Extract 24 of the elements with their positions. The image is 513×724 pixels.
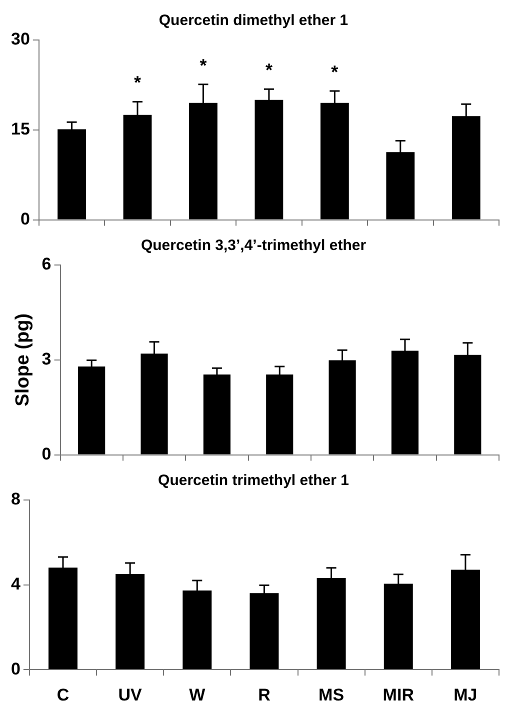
y-tick-label: 4	[10, 574, 21, 594]
x-tick-label: R	[258, 685, 270, 704]
chart-title: Quercetin dimethyl ether 1	[158, 12, 348, 30]
chart-title: Quercetin 3,3’,4’-trimethyl ether	[140, 237, 366, 254]
y-tick-label: 6	[42, 254, 52, 274]
y-tick-label: 15	[10, 120, 30, 139]
chart-title: Quercetin trimethyl ether 1	[158, 472, 349, 490]
y-tick-label: 0	[42, 444, 52, 464]
y-tick-label: 8	[10, 490, 20, 509]
y-tick-label: 3	[42, 350, 52, 369]
y-tick-label: 30	[10, 30, 30, 49]
x-tick-label: MJ	[454, 685, 478, 704]
annotation: *	[134, 72, 142, 93]
x-tick-label: C	[56, 685, 70, 704]
x-tick-label: UV	[118, 685, 143, 704]
x-tick-label: MS	[318, 685, 344, 704]
annotation: *	[265, 60, 272, 80]
y-tick-label: 0	[10, 659, 20, 678]
annotation: *	[331, 62, 338, 82]
y-tick-label: 0	[20, 209, 30, 228]
x-tick-label: MIR	[382, 685, 414, 704]
y-axis-title: Slope (pg)	[12, 313, 34, 406]
x-tick-label: W	[189, 685, 206, 704]
annotation: *	[200, 55, 207, 76]
